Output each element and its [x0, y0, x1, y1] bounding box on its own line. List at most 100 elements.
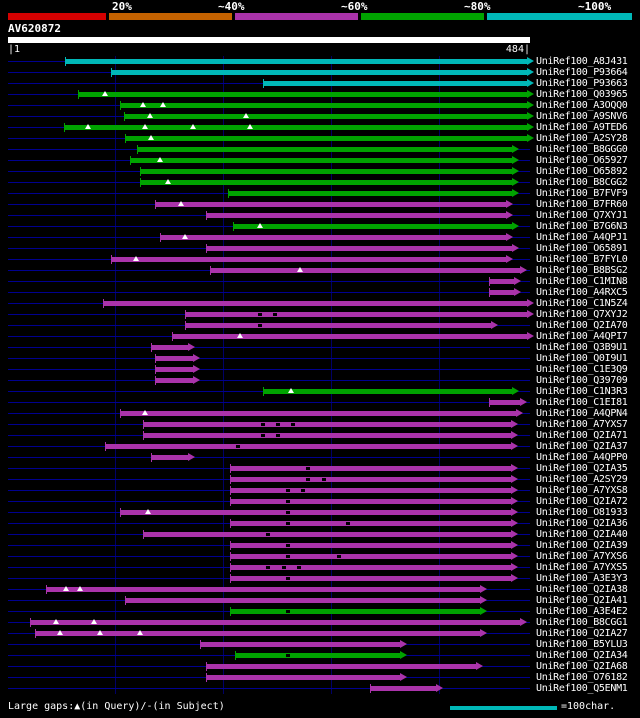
alignment-bar[interactable] — [230, 543, 511, 548]
alignment-bar[interactable] — [206, 213, 506, 218]
alignment-bar[interactable] — [143, 422, 511, 427]
arrowhead-icon — [511, 574, 518, 582]
hit-row: UniRef100_A3E3Y3 — [0, 573, 640, 584]
hit-row: UniRef100_A3OQQ0 — [0, 100, 640, 111]
hit-row: UniRef100_Q7XYJ2 — [0, 309, 640, 320]
alignment-bar[interactable] — [206, 246, 512, 251]
alignment-bar[interactable] — [370, 686, 436, 691]
alignment-bar[interactable] — [155, 378, 193, 383]
hit-accession-label: UniRef100_A4RXC5 — [536, 287, 628, 298]
hit-row: UniRef100_Q2IA35 — [0, 463, 640, 474]
arrowhead-icon — [516, 409, 523, 417]
query-gap-marker — [178, 201, 184, 206]
alignment-bar[interactable] — [160, 235, 506, 240]
alignment-bar[interactable] — [230, 488, 511, 493]
arrowhead-icon — [480, 585, 487, 593]
alignment-bar[interactable] — [124, 114, 527, 119]
alignment-bar[interactable] — [230, 477, 511, 482]
hit-row: UniRef100_A4QPI7 — [0, 331, 640, 342]
hit-row: UniRef100_B7G6N3 — [0, 221, 640, 232]
alignment-bar[interactable] — [120, 411, 516, 416]
arrowhead-icon — [527, 310, 534, 318]
alignment-bar[interactable] — [140, 169, 512, 174]
subject-gap-marker — [258, 313, 262, 316]
alignment-bar[interactable] — [151, 345, 188, 350]
alignment-bar[interactable] — [151, 455, 188, 460]
alignment-bar[interactable] — [230, 499, 511, 504]
alignment-bar[interactable] — [263, 389, 512, 394]
subject-gap-marker — [286, 489, 290, 492]
alignment-bar[interactable] — [155, 367, 193, 372]
alignment-bar[interactable] — [130, 158, 512, 163]
hit-row: UniRef100_Q03965 — [0, 89, 640, 100]
hit-row: UniRef100_Q2IA27 — [0, 628, 640, 639]
alignment-bar[interactable] — [230, 609, 480, 614]
alignment-bar[interactable] — [206, 675, 400, 680]
alignment-bar[interactable] — [125, 136, 527, 141]
alignment-bar[interactable] — [230, 576, 511, 581]
alignment-bar[interactable] — [65, 59, 527, 64]
hit-row: UniRef100_A9TED6 — [0, 122, 640, 133]
hit-row: UniRef100_A7YXS7 — [0, 419, 640, 430]
alignment-bar[interactable] — [125, 598, 480, 603]
hit-row: UniRef100_Q2IA34 — [0, 650, 640, 661]
alignment-bar[interactable] — [105, 444, 511, 449]
hit-row: UniRef100_C1MIN8 — [0, 276, 640, 287]
alignment-bar[interactable] — [228, 191, 512, 196]
query-gap-marker — [142, 124, 148, 129]
arrowhead-icon — [511, 475, 518, 483]
alignment-bar[interactable] — [120, 510, 511, 515]
alignment-bar[interactable] — [155, 356, 193, 361]
subject-gap-marker — [291, 423, 295, 426]
subject-gap-marker — [286, 522, 290, 525]
alignment-bar[interactable] — [185, 312, 527, 317]
hit-baseline — [8, 402, 530, 403]
alignment-bar[interactable] — [137, 147, 512, 152]
alignment-bar[interactable] — [489, 400, 520, 405]
hit-accession-label: UniRef100_A3E3Y3 — [536, 573, 628, 584]
arrowhead-icon — [527, 68, 534, 76]
alignment-bar[interactable] — [155, 202, 506, 207]
alignment-bar[interactable] — [263, 81, 527, 86]
hit-accession-label: UniRef100_C1N5Z4 — [536, 298, 628, 309]
hit-accession-label: UniRef100_A3OQQ0 — [536, 100, 628, 111]
alignment-bar[interactable] — [172, 334, 527, 339]
alignment-bar[interactable] — [46, 587, 480, 592]
alignment-bar[interactable] — [210, 268, 520, 273]
alignment-bar[interactable] — [235, 653, 400, 658]
alignment-bar[interactable] — [230, 521, 511, 526]
hit-row: UniRef100_Q2IA38 — [0, 584, 640, 595]
hit-row: UniRef100_B8BSG2 — [0, 265, 640, 276]
arrowhead-icon — [506, 255, 513, 263]
alignment-bar[interactable] — [111, 70, 527, 75]
hit-accession-label: UniRef100_Q7XYJ2 — [536, 309, 628, 320]
alignment-bar[interactable] — [103, 301, 527, 306]
alignment-bar[interactable] — [233, 224, 512, 229]
alignment-bar[interactable] — [140, 180, 512, 185]
alignment-bar[interactable] — [230, 554, 511, 559]
alignment-bar[interactable] — [206, 664, 476, 669]
alignment-bar[interactable] — [230, 565, 511, 570]
alignment-bar[interactable] — [120, 103, 527, 108]
hit-accession-label: UniRef100_B8CGG2 — [536, 177, 628, 188]
arrowhead-icon — [520, 266, 527, 274]
alignment-bar[interactable] — [35, 631, 480, 636]
alignment-bar[interactable] — [489, 279, 514, 284]
subject-gap-marker — [286, 511, 290, 514]
alignment-bar[interactable] — [78, 92, 527, 97]
alignment-bar[interactable] — [185, 323, 491, 328]
alignment-bar[interactable] — [143, 532, 511, 537]
arrowhead-icon — [511, 508, 518, 516]
arrowhead-icon — [400, 673, 407, 681]
alignment-bar[interactable] — [111, 257, 506, 262]
hit-row: UniRef100_A2SY29 — [0, 474, 640, 485]
hit-row: UniRef100_Q2IA37 — [0, 441, 640, 452]
alignment-bar[interactable] — [200, 642, 400, 647]
alignment-bar[interactable] — [143, 433, 511, 438]
alignment-bar[interactable] — [30, 620, 520, 625]
alignment-bar[interactable] — [230, 466, 511, 471]
alignment-bar[interactable] — [64, 125, 527, 130]
alignment-bar[interactable] — [489, 290, 514, 295]
hit-rows-area: UniRef100_A8J431 UniRef100_P93664 UniRef10… — [0, 56, 640, 694]
subject-gap-marker — [261, 434, 265, 437]
